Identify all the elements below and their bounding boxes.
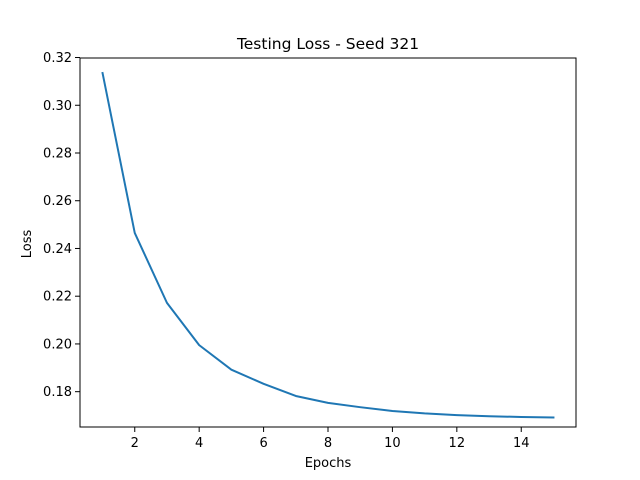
x-axis-label: Epochs [305,456,352,471]
y-axis-label: Loss [20,230,35,259]
x-tick-label: 12 [449,436,466,451]
chart-title: Testing Loss - Seed 321 [236,35,419,53]
plot-area: 2 4 6 8 10 12 14 0.18 0.20 0.22 0.24 0.26 0.28 0.30 0.… [43,51,577,451]
y-tick-label: 0.20 [43,337,72,352]
x-tick-label: 8 [324,436,332,451]
y-tick-label: 0.32 [43,51,72,66]
y-tick-label: 0.18 [43,385,72,400]
y-tick-label: 0.30 [43,99,72,114]
series-line-0 [101,71,555,419]
x-tick-label: 4 [195,436,203,451]
y-tick-label: 0.28 [43,146,72,161]
x-tick-label: 6 [259,436,267,451]
y-tick-label: 0.24 [43,242,72,257]
y-tick-label: 0.22 [43,290,72,305]
x-tick-label: 14 [513,436,530,451]
x-tick-label: 2 [131,436,139,451]
y-tick-label: 0.26 [43,194,72,209]
x-tick-label: 10 [384,436,401,451]
